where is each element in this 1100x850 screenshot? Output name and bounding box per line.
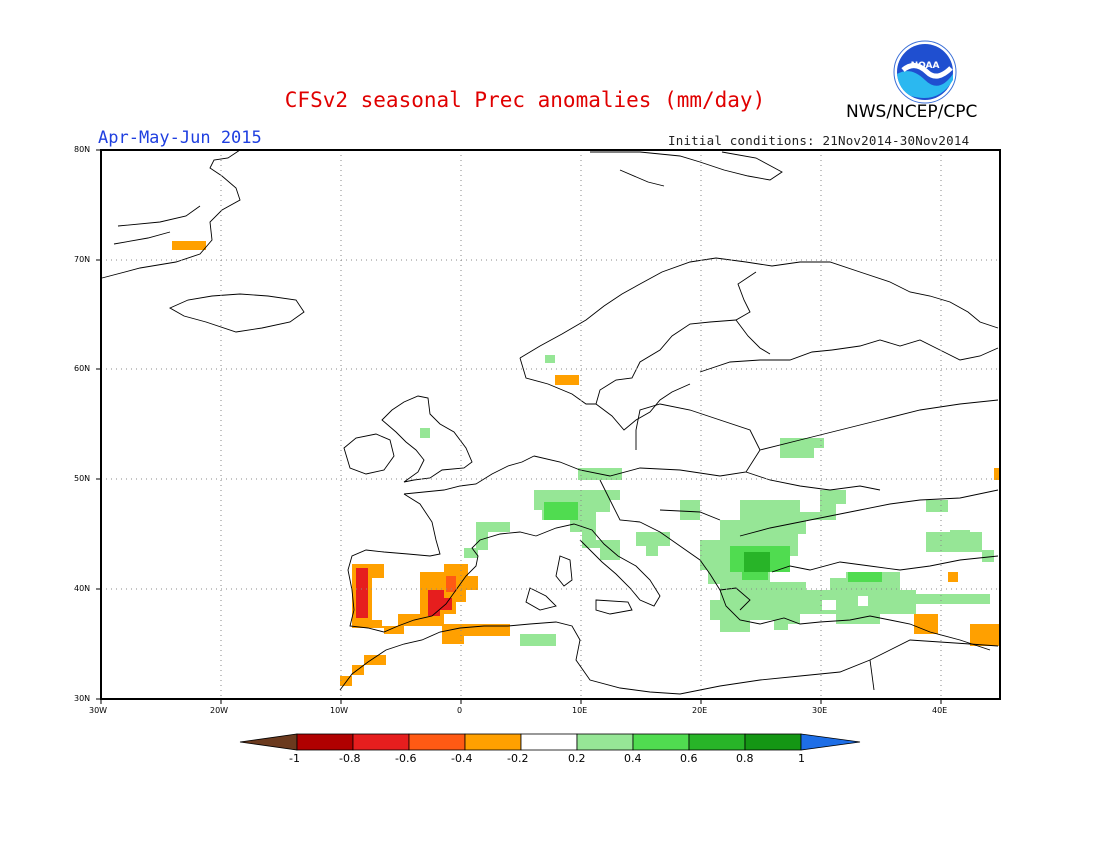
lon-tick-label: 20W [210, 706, 229, 715]
lon-tick-label: 0 [457, 706, 463, 715]
colorbar-bin [520, 733, 578, 751]
coastlines [101, 150, 999, 695]
lon-tick-label: 30W [89, 706, 108, 715]
lat-tick-label: 30N [74, 694, 91, 703]
colorbar-label: 0.2 [568, 752, 586, 765]
colorbar-bin [408, 733, 466, 751]
colorbar-bin [464, 733, 522, 751]
lat-tick-label: 80N [74, 145, 91, 154]
colorbar-label: 0.6 [680, 752, 698, 765]
colorbar-label: -1 [289, 752, 300, 765]
colorbar-label: -0.6 [395, 752, 417, 765]
map-title: CFSv2 seasonal Prec anomalies (mm/day) [284, 88, 766, 112]
colorbar-bin [296, 733, 354, 751]
lat-tick-label: 60N [74, 364, 91, 373]
lon-tick-label: 20E [692, 706, 708, 715]
colorbar-label: 1 [798, 752, 805, 765]
colorbar-bin [576, 733, 634, 751]
anomaly-shading [172, 241, 1000, 686]
noaa-logo: NOAA [893, 40, 957, 104]
season-label: Apr-May-Jun 2015 [98, 128, 262, 148]
svg-text:NOAA: NOAA [911, 61, 940, 71]
lat-tick-label: 70N [74, 255, 91, 264]
lat-tick-label: 50N [74, 474, 91, 483]
agency-label: NWS/NCEP/CPC [846, 102, 978, 122]
colorbar-bin [744, 733, 802, 751]
colorbar-bin [352, 733, 410, 751]
lat-tick-label: 40N [74, 584, 91, 593]
tick-marks [96, 149, 942, 704]
lon-tick-label: 10E [572, 706, 588, 715]
colorbar-above-max [800, 733, 861, 751]
map-frame [100, 149, 1001, 700]
colorbar-bin [632, 733, 690, 751]
lon-tick-label: 40E [932, 706, 948, 715]
colorbar-label: -0.8 [339, 752, 361, 765]
colorbar-label: 0.8 [736, 752, 754, 765]
colorbar-label: -0.4 [451, 752, 473, 765]
initial-conditions-label: Initial conditions: 21Nov2014-30Nov2014 [668, 133, 970, 148]
lon-tick-label: 30E [812, 706, 828, 715]
colorbar-label: -0.2 [507, 752, 529, 765]
colorbar-below-min [239, 733, 298, 751]
colorbar-label: 0.4 [624, 752, 642, 765]
colorbar-bin [688, 733, 746, 751]
map-content [101, 150, 1000, 699]
lon-tick-label: 10W [330, 706, 349, 715]
